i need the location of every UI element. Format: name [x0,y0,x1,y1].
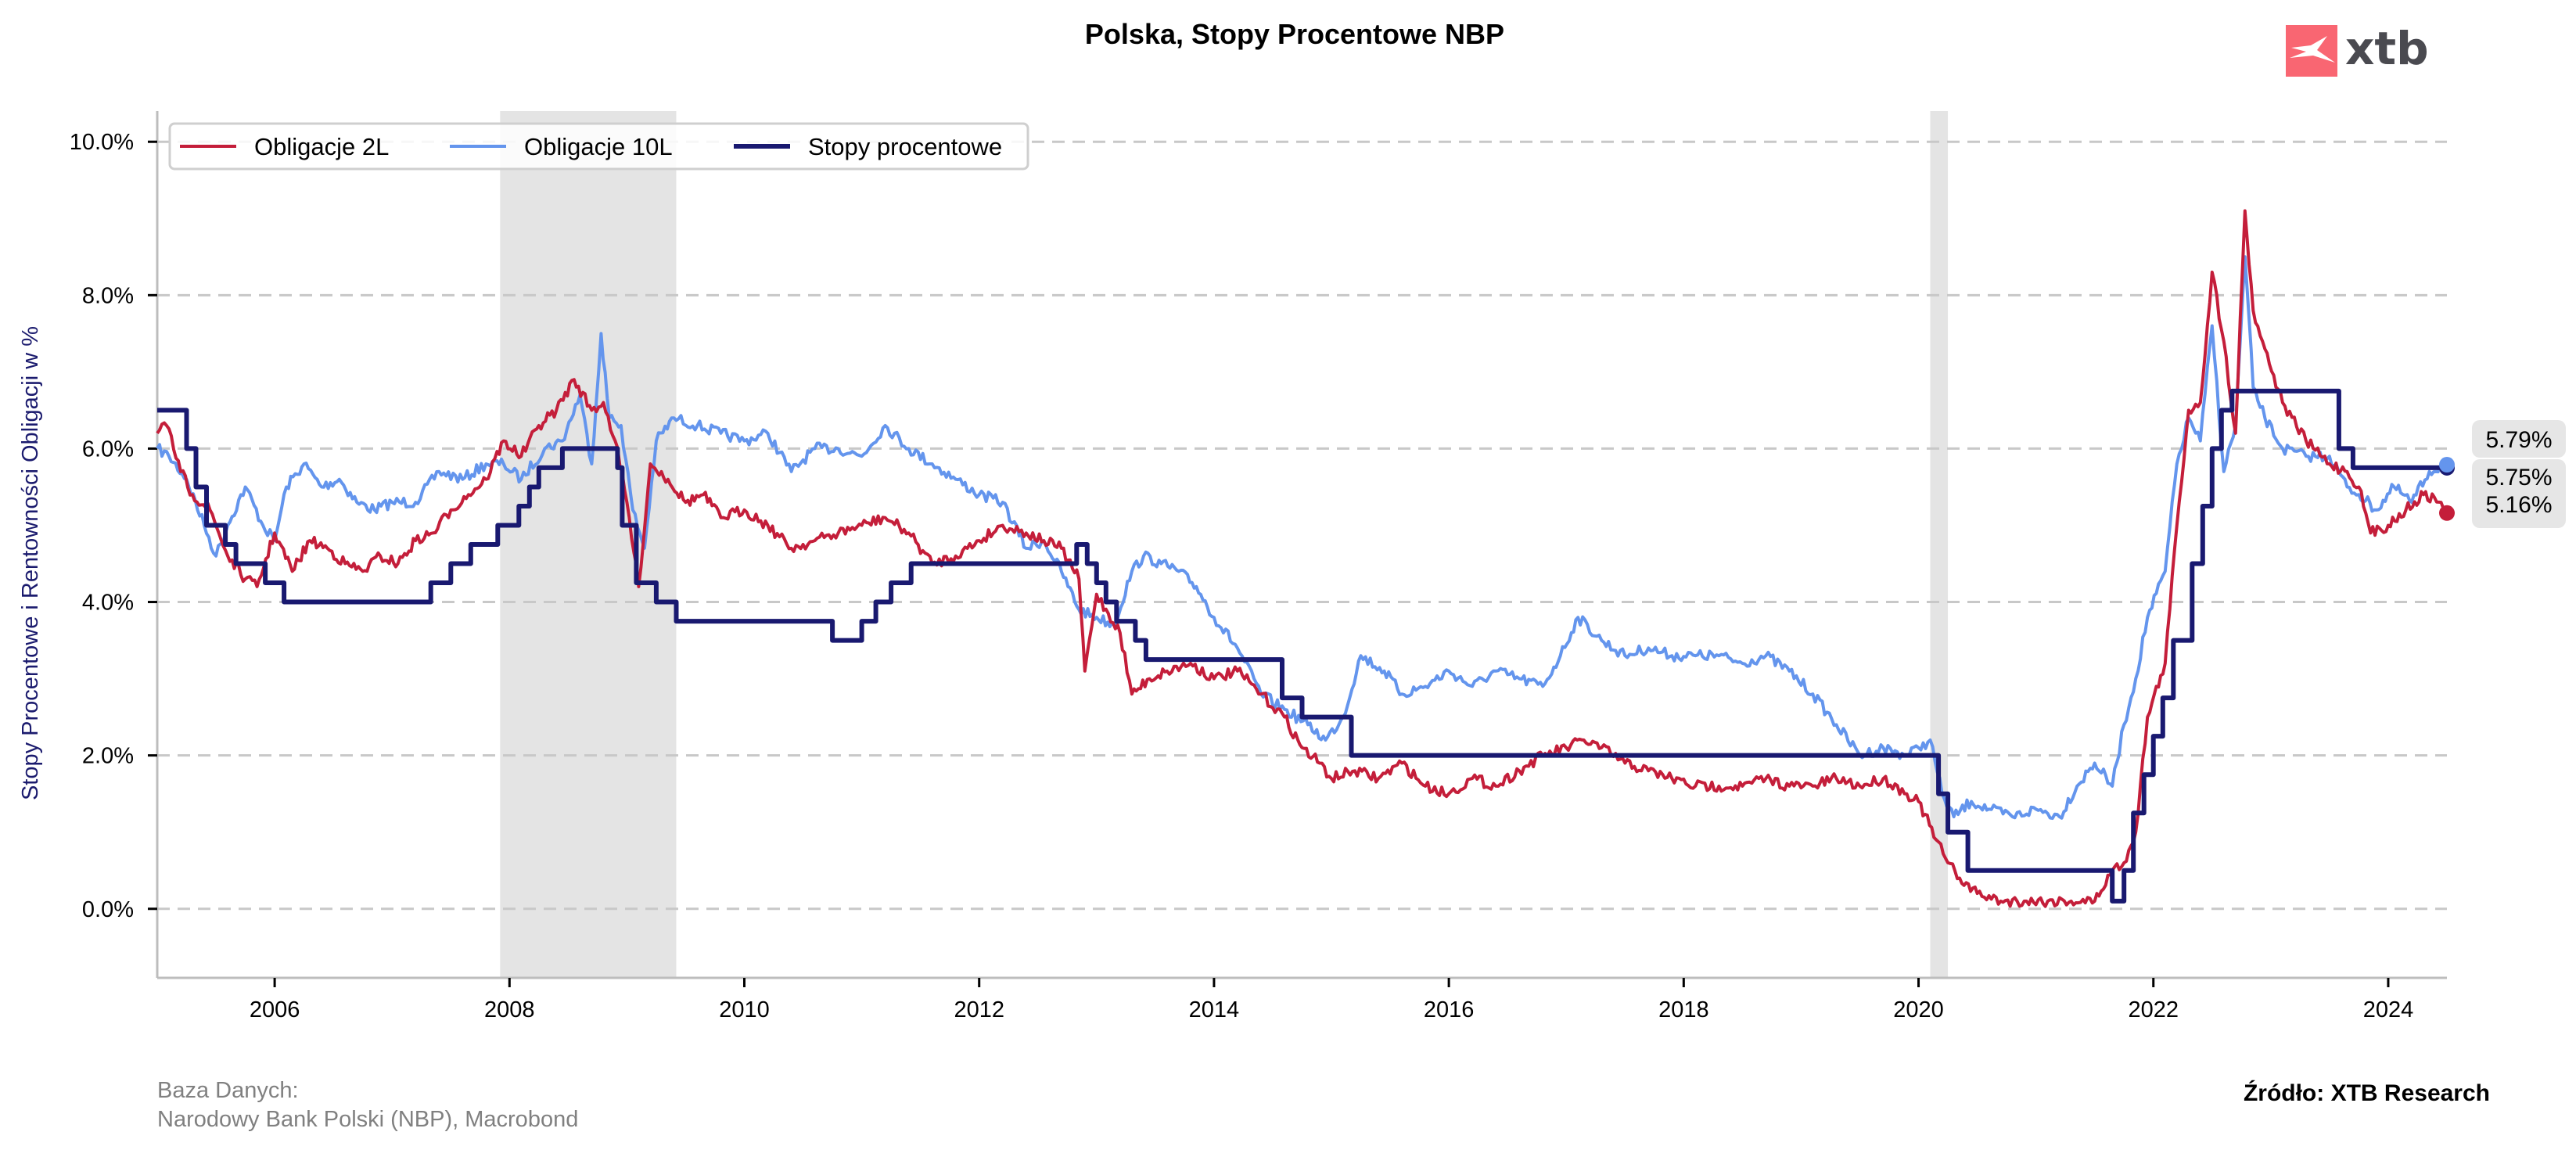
end-marker-0 [2439,505,2455,521]
y-axis-label: Stopy Procentowe i Rentowności Obligacji… [18,326,43,800]
series-line-0 [156,209,2448,908]
x-tick-label: 2016 [1424,997,1475,1022]
end-label: 5.16% [2485,492,2552,518]
database-label: Baza Danych: [157,1078,299,1103]
x-tick-label: 2012 [954,997,1004,1022]
y-tick-label: 6.0% [82,437,134,462]
end-marker-1 [2439,457,2455,473]
legend-label-policy-rate: Stopy procentowe [808,133,1002,160]
y-tick-label: 2.0% [82,744,134,769]
shaded-period-1 [1930,111,1949,978]
shaded-period-0 [500,111,677,978]
end-label: 5.75% [2485,465,2552,490]
x-tick-label: 2006 [250,997,300,1022]
legend-label-2y: Obligacje 2L [254,133,389,160]
end-label-box-0 [2472,420,2566,458]
x-tick-label: 2020 [1893,997,1944,1022]
x-tick-label: 2010 [719,997,770,1022]
x-axis-ticks: 2006 2008 2010 2012 2014 2016 2018 2020 2022 2024 [250,978,2413,1022]
end-markers: 5.79% 5.75%5.16% [2439,420,2566,528]
x-tick-label: 2022 [2128,997,2179,1022]
y-tick-label: 4.0% [82,591,134,616]
y-axis-ticks: 0.0% 2.0% 4.0% 6.0% 8.0% 10.0% [70,130,157,922]
x-tick-label: 2018 [1658,997,1709,1022]
y-tick-label: 10.0% [70,130,134,155]
legend-label-10y: Obligacje 10L [524,133,673,160]
y-tick-label: 8.0% [82,283,134,308]
xtb-logo-x-glyph-icon [2290,36,2335,63]
x-tick-label: 2014 [1189,997,1240,1022]
shaded-periods [500,111,1949,978]
y-tick-label: 0.0% [82,897,134,922]
series-line-1 [156,255,2448,821]
end-label: 5.79% [2485,427,2552,453]
gridlines [157,140,2447,911]
series-group [156,209,2448,908]
xtb-logo: xtb [2286,22,2429,77]
legend: Obligacje 2L Obligacje 10L Stopy procent… [168,122,1029,171]
xtb-logo-text: xtb [2345,22,2429,75]
source-label: Źródło: XTB Research [2244,1080,2490,1106]
x-tick-label: 2024 [2363,997,2414,1022]
chart-title: Polska, Stopy Procentowe NBP [1085,18,1504,50]
end-label-box-1 [2472,459,2566,528]
series-line-2 [157,388,2447,904]
x-tick-label: 2008 [484,997,535,1022]
legend-box [168,122,1029,171]
database-sources: Narodowy Bank Polski (NBP), Macrobond [157,1107,578,1132]
